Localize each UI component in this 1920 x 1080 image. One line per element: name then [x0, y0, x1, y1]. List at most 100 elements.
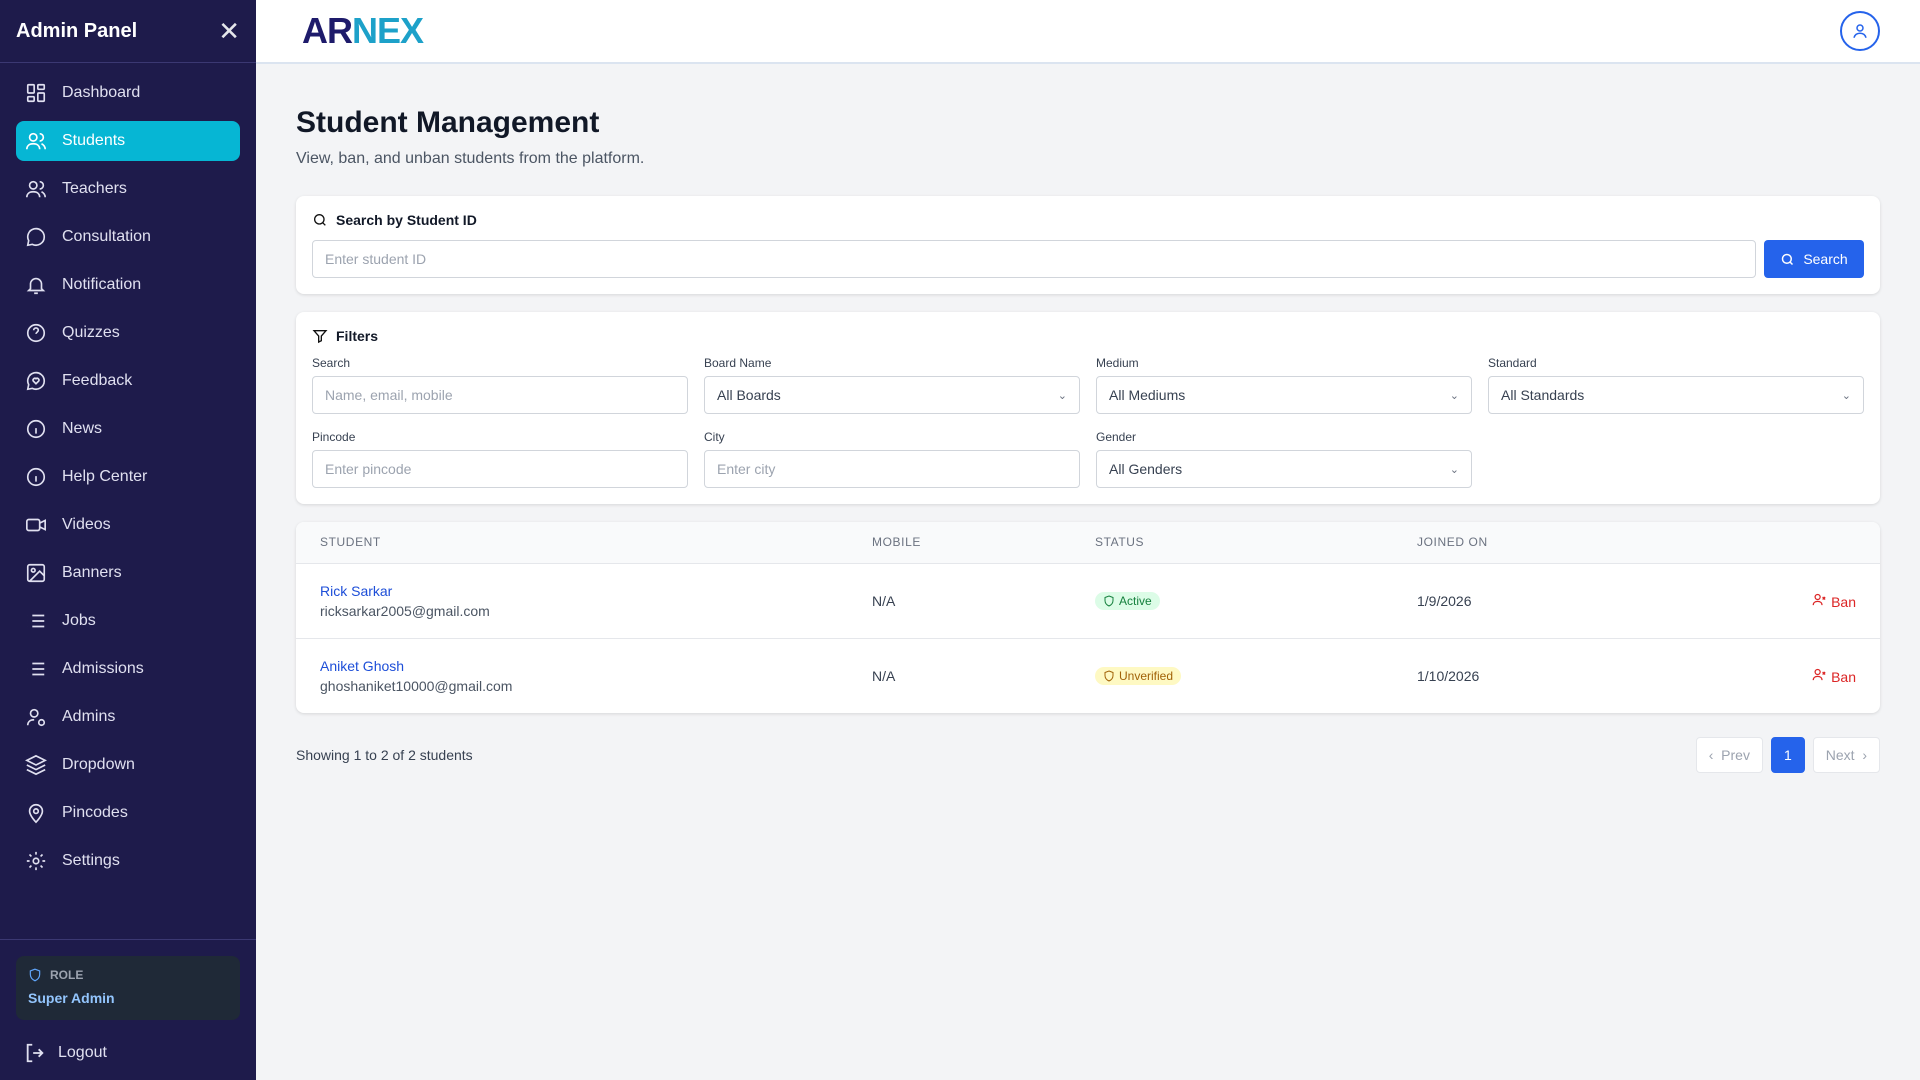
- prev-label: Prev: [1721, 747, 1750, 763]
- video-icon: [26, 518, 46, 532]
- user-avatar-button[interactable]: [1840, 11, 1880, 51]
- shield-icon: [29, 968, 41, 982]
- main-content: Student Management View, ban, and unban …: [296, 64, 1880, 773]
- pincode-input[interactable]: Enter pincode: [312, 450, 688, 488]
- users-icon: [26, 132, 46, 150]
- shield-check-icon: [1104, 594, 1114, 607]
- role-label: ROLE: [50, 968, 84, 982]
- sidebar-item-label: Teachers: [62, 180, 127, 197]
- logout-label: Logout: [58, 1044, 107, 1061]
- filter-label: Search: [312, 356, 351, 370]
- logout-icon: [26, 1043, 44, 1063]
- filter-label: City: [704, 430, 725, 444]
- sidebar-item-label: News: [62, 420, 103, 437]
- image-icon: [26, 563, 46, 583]
- map-pin-icon: [28, 803, 44, 824]
- student-mobile: N/A: [848, 563, 1071, 639]
- chat-icon: [26, 227, 46, 247]
- gender-select[interactable]: All Genders ⌄: [1096, 450, 1472, 488]
- medium-select[interactable]: All Mediums ⌄: [1096, 376, 1472, 414]
- logout-button[interactable]: Logout: [16, 1042, 240, 1064]
- sidebar-item-label: Jobs: [62, 612, 96, 629]
- chevron-down-icon: ⌄: [1449, 463, 1459, 476]
- city-input[interactable]: Enter city: [704, 450, 1080, 488]
- role-box: ROLE Super Admin: [16, 956, 240, 1020]
- students-table-card: STUDENT MOBILE STATUS JOINED ON Rick Sarkar…: [296, 522, 1880, 713]
- prev-page-button[interactable]: ‹ Prev: [1695, 737, 1763, 773]
- filter-medium: Medium All Mediums ⌄: [1096, 356, 1472, 414]
- filters-title: Filters: [336, 328, 379, 344]
- bell-icon: [26, 277, 46, 295]
- students-table: STUDENT MOBILE STATUS JOINED ON Rick Sarkar…: [296, 522, 1880, 713]
- next-page-button[interactable]: Next ›: [1812, 737, 1880, 773]
- sidebar: Admin Panel ✕ Dashboard Students Teachers C…: [0, 0, 256, 1080]
- sidebar-item-news[interactable]: News: [16, 409, 240, 449]
- list-icon: [27, 662, 45, 676]
- sidebar-item-admins[interactable]: Admins: [16, 697, 240, 737]
- chevron-down-icon: ⌄: [1057, 389, 1067, 402]
- chevron-down-icon: ⌄: [1841, 389, 1851, 402]
- question-icon: [26, 323, 46, 343]
- standard-select[interactable]: All Standards ⌄: [1488, 376, 1864, 414]
- sidebar-item-label: Dropdown: [62, 756, 135, 773]
- sidebar-item-label: Admissions: [62, 660, 144, 677]
- sidebar-item-feedback[interactable]: Feedback: [16, 361, 240, 401]
- sidebar-item-help-center[interactable]: Help Center: [16, 457, 240, 497]
- student-name-link[interactable]: Aniket Ghosh: [320, 657, 405, 674]
- sidebar-item-teachers[interactable]: Teachers: [16, 169, 240, 209]
- dashboard-icon: [26, 83, 46, 103]
- sidebar-item-dropdown[interactable]: Dropdown: [16, 745, 240, 785]
- status-badge: Active: [1095, 591, 1160, 610]
- logo[interactable]: ARNEX: [302, 10, 424, 51]
- sidebar-item-dashboard[interactable]: Dashboard: [16, 73, 240, 113]
- sidebar-item-consultation[interactable]: Consultation: [16, 217, 240, 257]
- ban-label: Ban: [1831, 668, 1856, 685]
- page-subtitle: View, ban, and unban students from the p…: [296, 150, 645, 167]
- list-icon: [27, 614, 45, 628]
- search-input[interactable]: Name, email, mobile: [312, 376, 688, 414]
- search-card: Search by Student ID Enter student ID Se…: [296, 196, 1880, 294]
- filter-label: Standard: [1488, 356, 1537, 370]
- filter-value: All Standards: [1501, 387, 1585, 403]
- sidebar-item-label: Pincodes: [62, 804, 128, 821]
- filter-value: All Boards: [717, 387, 781, 403]
- student-name-link[interactable]: Rick Sarkar: [320, 582, 393, 599]
- sidebar-item-settings[interactable]: Settings: [16, 841, 240, 881]
- filter-value: Enter pincode: [325, 461, 412, 477]
- page-1-button[interactable]: 1: [1770, 737, 1805, 773]
- filter-label: Gender: [1096, 430, 1137, 444]
- search-button[interactable]: Search: [1764, 240, 1864, 278]
- sidebar-item-banners[interactable]: Banners: [16, 553, 240, 593]
- student-id-input[interactable]: Enter student ID: [312, 240, 1756, 278]
- sidebar-item-notification[interactable]: Notification: [16, 265, 240, 305]
- sidebar-item-jobs[interactable]: Jobs: [16, 601, 240, 641]
- ban-button[interactable]: Ban: [1667, 563, 1880, 639]
- filters-card: Filters Search Name, email, mobile Board N…: [296, 312, 1880, 504]
- filter-label: Board Name: [704, 356, 772, 370]
- filter-value: Enter city: [717, 461, 776, 477]
- sidebar-item-label: Students: [62, 132, 126, 149]
- sidebar-item-label: Notification: [62, 276, 142, 293]
- shield-check-icon: [1104, 670, 1114, 682]
- pagination-bar: Showing 1 to 2 of 2 students ‹ Prev 1 Ne…: [296, 737, 1880, 773]
- sidebar-item-videos[interactable]: Videos: [16, 505, 240, 545]
- sidebar-item-label: Feedback: [62, 372, 133, 389]
- sidebar-item-pincodes[interactable]: Pincodes: [16, 793, 240, 833]
- sidebar-item-students[interactable]: Students: [16, 121, 240, 161]
- user-x-icon: [1812, 668, 1826, 680]
- status-badge: Unverified: [1095, 666, 1182, 685]
- close-icon[interactable]: ✕: [218, 15, 240, 46]
- status-text: Unverified: [1119, 668, 1174, 683]
- page-title: Student Management: [296, 106, 600, 139]
- sidebar-item-admissions[interactable]: Admissions: [16, 649, 240, 689]
- board-name-select[interactable]: All Boards ⌄: [704, 376, 1080, 414]
- column-header: STUDENT: [296, 522, 848, 564]
- sidebar-item-label: Dashboard: [62, 84, 141, 101]
- column-header: JOINED ON: [1393, 522, 1668, 564]
- search-button-label: Search: [1803, 251, 1848, 267]
- sidebar-item-quizzes[interactable]: Quizzes: [16, 313, 240, 353]
- filter-city: City Enter city: [704, 430, 1080, 488]
- ban-button[interactable]: Ban: [1668, 638, 1880, 713]
- search-icon: [314, 214, 326, 226]
- filter-pincode: Pincode Enter pincode: [312, 430, 688, 488]
